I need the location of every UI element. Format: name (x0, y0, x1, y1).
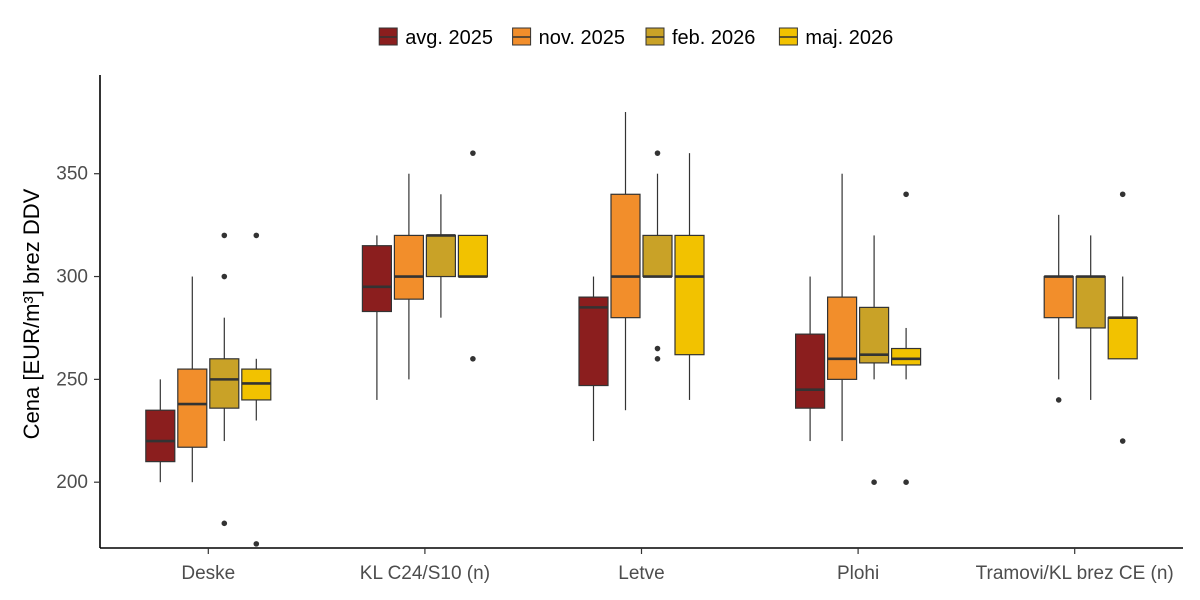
series-2 (209, 150, 1106, 527)
outlier-point (470, 356, 476, 362)
series-1 (177, 112, 1074, 483)
legend-label: avg. 2025 (405, 27, 493, 49)
legend-key (778, 27, 798, 46)
y-tick-label: 200 (56, 472, 88, 493)
box-rect (361, 245, 392, 313)
legend-key (645, 27, 665, 46)
outlier-point (221, 232, 228, 239)
box-rect (209, 358, 240, 409)
legend-label: maj. 2026 (805, 27, 893, 49)
x-tick-label: Letve (618, 563, 664, 584)
legend-item: nov. 2025 (512, 27, 625, 49)
x-tick-label: Deske (181, 563, 235, 584)
outlier-point (1119, 438, 1126, 444)
box-rect (890, 347, 922, 366)
outlier-point (654, 150, 661, 156)
box (425, 194, 456, 318)
box (209, 232, 240, 527)
legend-item: feb. 2026 (645, 27, 755, 49)
outlier-point (871, 479, 877, 485)
box (1075, 235, 1106, 400)
series-0 (145, 235, 826, 483)
x-tick-label: Plohi (837, 563, 879, 584)
box-rect (826, 296, 858, 380)
box-rect (393, 234, 424, 300)
box (858, 235, 890, 485)
box (642, 150, 673, 362)
legend-label: nov. 2025 (539, 27, 625, 49)
box (241, 232, 272, 547)
series-3 (241, 150, 1138, 547)
outlier-point (253, 541, 260, 547)
y-axis: 200 250 300 350 (56, 75, 101, 548)
box (393, 173, 424, 380)
box (826, 173, 858, 442)
box-rect (145, 409, 176, 463)
outlier-point (221, 273, 228, 280)
box-rect (1043, 275, 1074, 319)
box (794, 276, 826, 442)
box-rect (1075, 275, 1106, 329)
legend: avg. 2025 nov. 2025 feb. 2026 maj. 2026 (378, 27, 893, 49)
x-tick-label: KL C24/S10 (n) (360, 563, 490, 584)
box-rect (1107, 317, 1138, 360)
legend-label: feb. 2026 (672, 27, 755, 49)
outlier-point (253, 232, 260, 239)
legend-item: maj. 2026 (778, 27, 893, 49)
box (1043, 214, 1074, 403)
legend-key (512, 27, 532, 46)
box-rect (425, 234, 456, 278)
outlier-point (903, 191, 909, 198)
box-rect (794, 333, 826, 409)
outlier-point (221, 520, 228, 527)
box-rect (457, 234, 488, 278)
box (890, 191, 922, 485)
box (674, 153, 705, 400)
box (177, 276, 208, 483)
box-rect (642, 234, 673, 278)
y-tick-label: 300 (56, 267, 88, 288)
x-axis: Deske KL C24/S10 (n) Letve Plohi Tramovi/KL … (100, 547, 1183, 584)
box (361, 235, 392, 400)
legend-key (378, 27, 398, 46)
outlier-point (654, 356, 661, 362)
box (578, 276, 609, 442)
outlier-point (1119, 191, 1126, 198)
plot-area (145, 112, 1138, 547)
box-rect (610, 193, 641, 319)
legend-item: avg. 2025 (378, 27, 493, 49)
box (145, 379, 176, 483)
box-rect (177, 368, 208, 448)
y-tick-label: 250 (56, 369, 88, 390)
outlier-point (654, 345, 661, 352)
outlier-point (470, 150, 476, 156)
box (610, 112, 641, 411)
x-tick-label: Tramovi/KL brez CE (n) (976, 563, 1174, 584)
box (457, 150, 488, 362)
box (1107, 191, 1138, 444)
box-rect (674, 234, 705, 356)
outlier-point (903, 479, 909, 485)
y-tick-label: 350 (56, 164, 88, 185)
outlier-point (1055, 397, 1062, 403)
y-axis-title: Cena [EUR/m³] brez DDV (19, 188, 44, 439)
box-rect (578, 296, 609, 387)
